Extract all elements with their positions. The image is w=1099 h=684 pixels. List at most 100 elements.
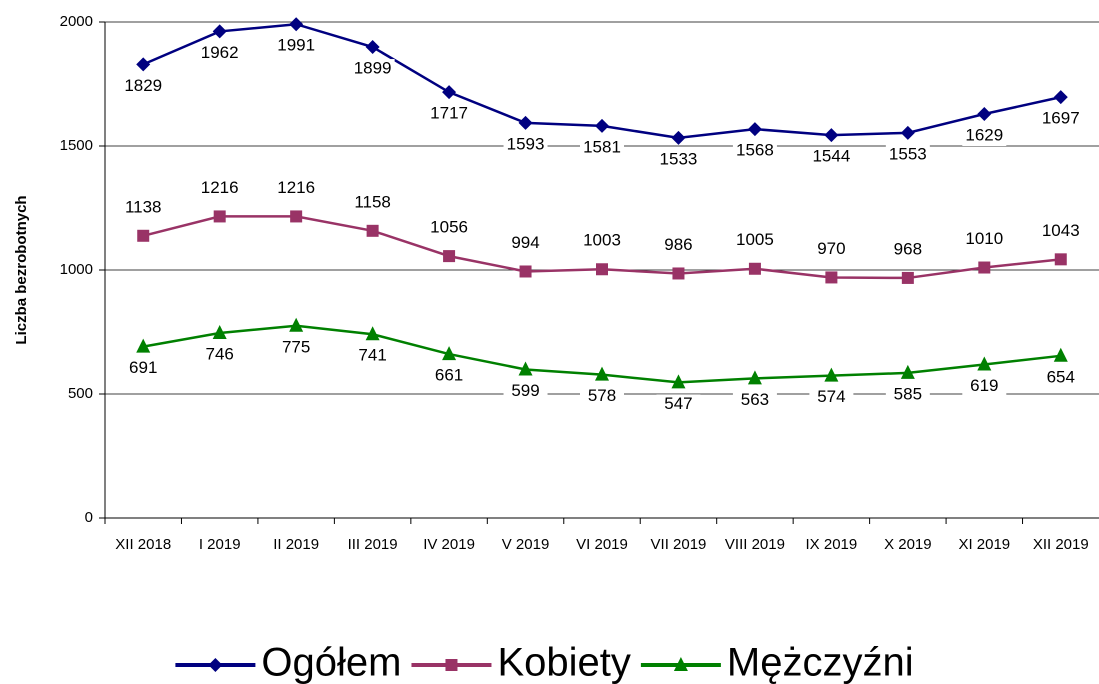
point bbox=[365, 40, 380, 55]
data-label: 574 bbox=[817, 387, 845, 406]
data-label: 1158 bbox=[354, 192, 391, 211]
data-label: 1593 bbox=[507, 134, 545, 153]
point bbox=[671, 130, 686, 145]
data-label: 585 bbox=[894, 384, 922, 403]
point bbox=[366, 224, 379, 237]
data-label: 1216 bbox=[201, 178, 239, 197]
point bbox=[824, 128, 839, 143]
legend-label: Ogółem bbox=[261, 641, 401, 684]
point bbox=[747, 370, 762, 385]
data-label: 1581 bbox=[583, 137, 621, 156]
label-bg bbox=[427, 218, 472, 239]
point bbox=[518, 115, 533, 130]
point bbox=[595, 118, 609, 133]
data-label: 775 bbox=[282, 337, 310, 356]
data-label: 1697 bbox=[1042, 109, 1080, 128]
data-label: 619 bbox=[970, 376, 998, 395]
label-bg bbox=[962, 126, 1007, 147]
data-label: 599 bbox=[511, 381, 539, 400]
point bbox=[290, 210, 303, 223]
label-bg bbox=[732, 230, 777, 251]
data-label: 1138 bbox=[125, 197, 162, 216]
point bbox=[519, 265, 532, 278]
data-label: 1216 bbox=[277, 178, 315, 197]
label-bg bbox=[350, 59, 395, 80]
legend-marker bbox=[673, 657, 688, 671]
data-label: 1010 bbox=[965, 229, 1003, 248]
point bbox=[289, 17, 304, 32]
point bbox=[596, 263, 608, 276]
point bbox=[978, 261, 991, 274]
data-label: 563 bbox=[741, 390, 769, 409]
point bbox=[595, 366, 609, 381]
x-tick-label: I 2019 bbox=[199, 536, 241, 553]
point bbox=[136, 338, 151, 353]
label-bg bbox=[580, 137, 624, 158]
label-bg bbox=[350, 192, 395, 213]
label-bg bbox=[121, 358, 166, 379]
label-bg bbox=[197, 178, 242, 199]
point bbox=[824, 367, 839, 382]
x-tick-label: II 2019 bbox=[273, 536, 319, 553]
point bbox=[900, 364, 915, 379]
data-label: 1003 bbox=[583, 231, 621, 250]
label-bg bbox=[656, 149, 701, 170]
point bbox=[1053, 347, 1068, 362]
data-label: 746 bbox=[206, 344, 234, 363]
data-label: 691 bbox=[129, 358, 157, 377]
data-label: 578 bbox=[588, 386, 616, 405]
x-tick-label: IV 2019 bbox=[423, 536, 475, 553]
label-bg bbox=[197, 43, 242, 64]
label-bg bbox=[121, 76, 166, 97]
y-tick-label: 1500 bbox=[60, 137, 93, 154]
data-label: 1043 bbox=[1042, 221, 1080, 240]
point bbox=[900, 125, 915, 140]
label-bg bbox=[580, 386, 624, 407]
label-bg bbox=[580, 231, 624, 252]
point bbox=[442, 346, 457, 361]
data-label: 547 bbox=[664, 394, 692, 413]
label-bg bbox=[962, 229, 1007, 250]
label-bg bbox=[656, 235, 701, 256]
label-bg bbox=[809, 147, 854, 168]
x-tick-label: XII 2019 bbox=[1033, 536, 1089, 553]
data-label: 970 bbox=[817, 239, 845, 258]
point bbox=[747, 122, 762, 137]
y-tick-label: 0 bbox=[85, 509, 93, 526]
label-bg bbox=[427, 366, 472, 387]
data-label: 1544 bbox=[812, 147, 850, 166]
point bbox=[212, 24, 227, 39]
label-bg bbox=[427, 104, 472, 125]
data-label: 1899 bbox=[354, 59, 392, 78]
label-bg bbox=[274, 178, 319, 199]
label-bg bbox=[732, 141, 777, 162]
label-bg bbox=[885, 144, 930, 165]
x-tick-label: X 2019 bbox=[884, 536, 932, 553]
label-bg bbox=[197, 344, 242, 365]
legend: Ogółem Kobiety Mężczyźni bbox=[175, 641, 914, 684]
data-label: 1005 bbox=[736, 230, 774, 249]
y-tick-label: 500 bbox=[68, 385, 93, 402]
label-bg bbox=[885, 384, 930, 405]
data-label: 741 bbox=[358, 346, 386, 365]
data-label: 654 bbox=[1047, 367, 1075, 386]
label-bg bbox=[121, 197, 166, 218]
x-tick-label: IX 2019 bbox=[806, 536, 858, 553]
y-tick-label: 1000 bbox=[60, 261, 93, 278]
point bbox=[901, 271, 914, 284]
label-bg bbox=[350, 346, 395, 367]
data-label: 986 bbox=[664, 235, 692, 254]
data-label: 661 bbox=[435, 366, 463, 385]
data-label: 968 bbox=[894, 239, 922, 258]
label-bg bbox=[503, 381, 548, 402]
label-bg bbox=[1038, 221, 1083, 242]
x-tick-label: XII 2018 bbox=[115, 536, 171, 553]
point bbox=[1054, 253, 1067, 266]
label-bg bbox=[503, 233, 548, 254]
point bbox=[977, 356, 992, 371]
legend-label: Mężczyźni bbox=[727, 641, 914, 684]
point bbox=[443, 250, 456, 263]
label-bg bbox=[503, 134, 548, 155]
point bbox=[442, 85, 457, 100]
